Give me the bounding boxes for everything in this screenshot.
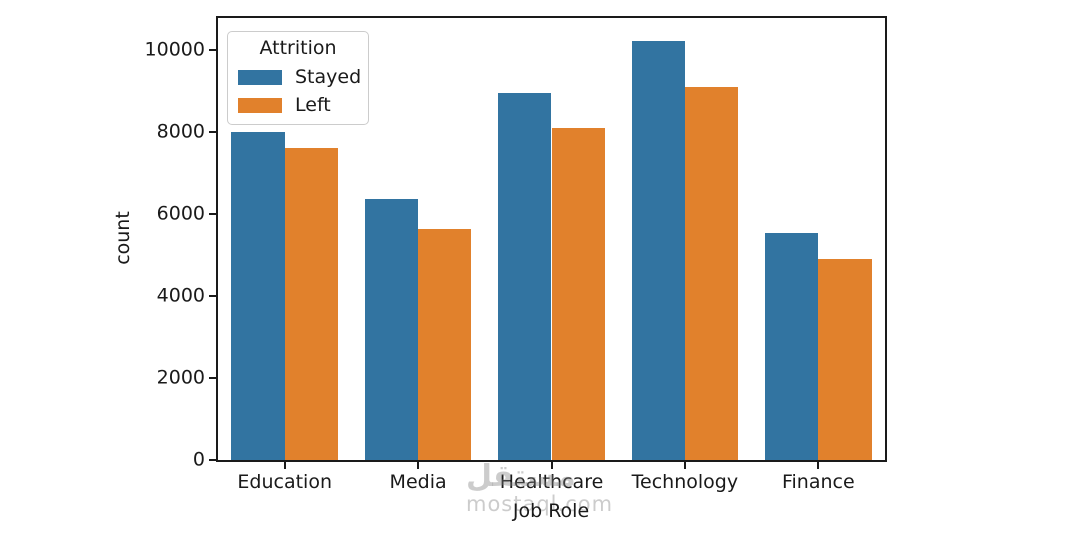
x-tick-education [283,462,286,469]
x-tick-label-media: Media [389,471,447,493]
y-tick-0 [209,459,216,461]
plot-area: Attrition Stayed Left Education Media Heal… [145,16,887,492]
bar-finance-stayed [764,233,819,460]
x-tick-media [417,462,420,469]
bar-technology-stayed [631,40,685,460]
x-tick-technology [683,462,686,469]
y-tick-label-2000: 2000 [156,366,205,389]
y-axis-title: count [112,211,134,265]
x-tick-label-education: Education [237,471,332,493]
legend-swatch-stayed [238,69,282,85]
legend: Attrition Stayed Left [227,31,369,125]
x-tick-label-healthcare: Healthcare [499,471,604,493]
y-tick-label-4000: 4000 [156,284,205,307]
y-tick-label-0: 0 [192,448,205,471]
bar-education-stayed [231,132,285,460]
y-tick-label-8000: 8000 [156,120,205,143]
x-tick-label-finance: Finance [781,471,855,493]
bar-healthcare-stayed [498,93,552,460]
x-axis-title: Job Role [512,500,590,522]
bar-education-left [284,147,339,460]
x-tick-healthcare [550,462,553,469]
bar-technology-left [684,87,739,460]
x-tick-finance [817,462,820,469]
y-tick-8000 [209,131,216,133]
x-tick-label-technology: Technology [631,471,739,493]
y-tick-6000 [209,213,216,215]
bar-media-left [418,228,472,460]
legend-swatch-left [238,97,282,113]
legend-label-left: Left [295,93,331,116]
y-tick-label-10000: 10000 [144,38,205,61]
bar-media-stayed [364,198,419,460]
bar-healthcare-left [551,127,605,460]
legend-title: Attrition [259,37,337,59]
y-tick-label-6000: 6000 [156,202,205,225]
legend-item-stayed: Stayed [238,65,362,88]
bar-finance-left [818,259,872,460]
y-tick-10000 [209,48,216,51]
y-tick-4000 [209,295,216,297]
legend-label-stayed: Stayed [295,65,362,88]
y-tick-2000 [209,377,216,379]
legend-item-left: Left [238,93,358,116]
